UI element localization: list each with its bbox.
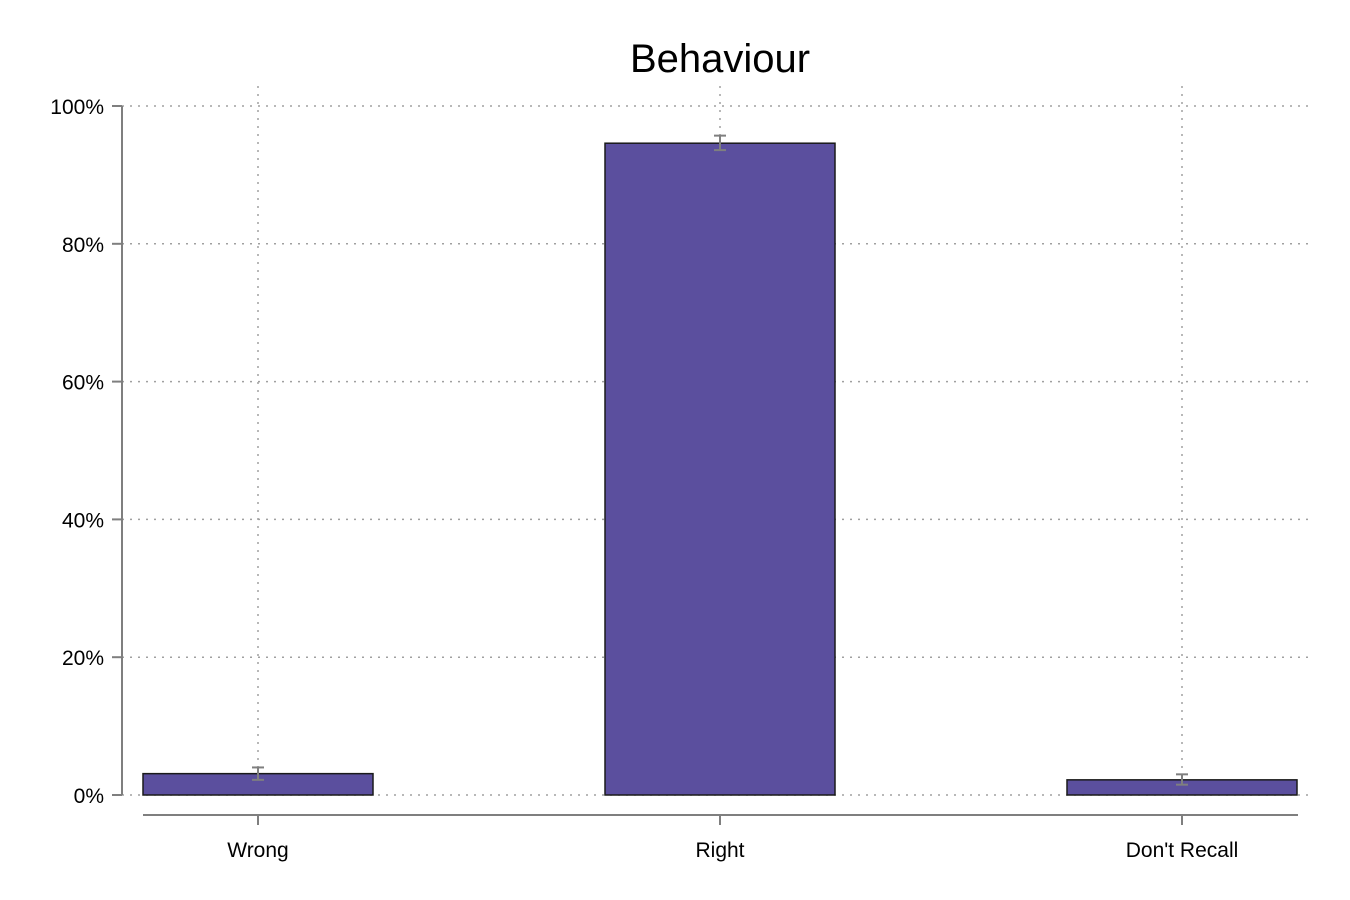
y-tick-label: 100% — [50, 96, 104, 119]
x-tick-label: Don't Recall — [1126, 839, 1239, 862]
y-tick-label: 80% — [62, 234, 104, 257]
axes — [112, 105, 1298, 825]
error-bar — [714, 134, 726, 152]
error-bar — [1176, 773, 1188, 786]
y-tick-label: 20% — [62, 647, 104, 670]
y-tick-label: 40% — [62, 509, 104, 532]
chart-title: Behaviour — [630, 37, 810, 81]
error-bar — [252, 766, 264, 781]
y-tick-label: 60% — [62, 372, 104, 395]
y-tick-label: 0% — [74, 785, 104, 808]
bars — [142, 142, 1298, 796]
x-tick-label: Wrong — [227, 839, 288, 862]
bar-right — [604, 142, 836, 796]
tick-labels: 0% 20% 40% 60% 80% 100% Wrong Right Don't Recall — [50, 96, 1238, 862]
x-tick-label: Right — [695, 839, 744, 862]
error-bars — [252, 134, 1188, 786]
